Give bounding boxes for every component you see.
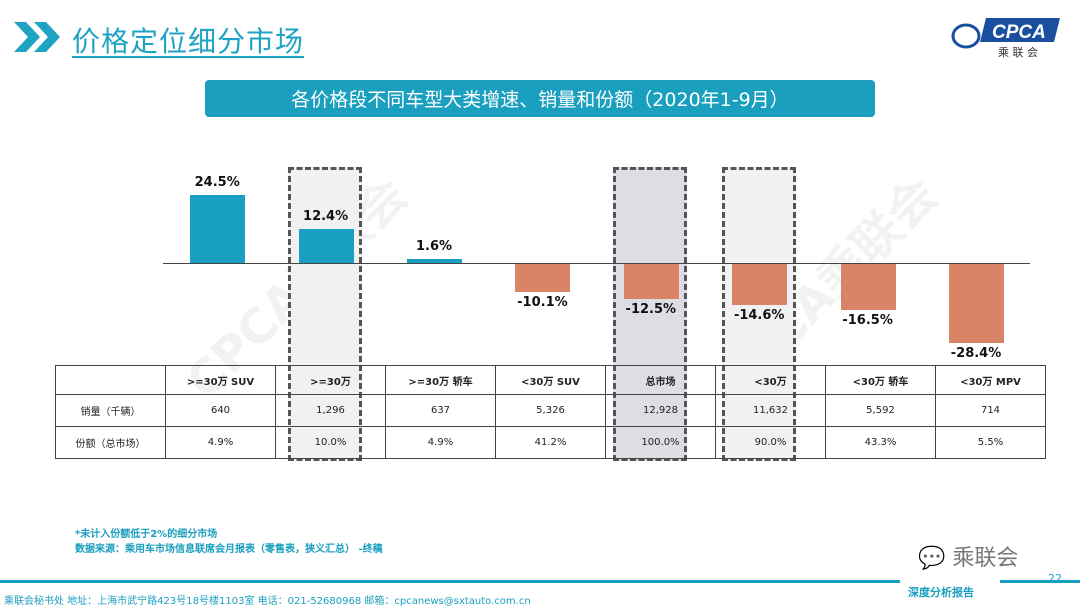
data-table: >=30万 SUV >=30万 >=30万 轿车 <30万 SUV 总市场 <3… xyxy=(55,365,1046,459)
bar xyxy=(515,264,571,293)
table-header: >=30万 xyxy=(275,365,386,395)
table-header-row: >=30万 SUV >=30万 >=30万 轿车 <30万 SUV 总市场 <3… xyxy=(55,365,1046,395)
footer-contact: 乘联会秘书处 地址：上海市武宁路423号18号楼1103室 电话：021-526… xyxy=(4,596,531,607)
cell: 11,632 xyxy=(715,394,826,427)
cell: 100.0% xyxy=(605,426,716,459)
footer-divider xyxy=(1000,580,1080,583)
cell: 4.9% xyxy=(385,426,496,459)
cell: 5.5% xyxy=(935,426,1046,459)
wechat-brand: 💬 乘联会 xyxy=(918,540,1018,572)
cell: 10.0% xyxy=(275,426,386,459)
table-header: <30万 SUV xyxy=(495,365,606,395)
cell: 640 xyxy=(165,394,276,427)
table-row: 份额（总市场） 4.9% 10.0% 4.9% 41.2% 100.0% 90.… xyxy=(55,426,1046,459)
data-label: -12.5% xyxy=(625,301,677,317)
data-label: 24.5% xyxy=(194,174,240,190)
cpca-logo: CPCA 乘 联 会 xyxy=(950,14,1060,60)
data-label: 1.6% xyxy=(415,238,453,254)
row-label: 销量（千辆） xyxy=(55,394,166,427)
table-header: <30万 MPV xyxy=(935,365,1046,395)
data-label: -10.1% xyxy=(517,295,568,311)
wechat-name: 乘联会 xyxy=(952,546,1019,571)
svg-text:乘 联 会: 乘 联 会 xyxy=(998,46,1038,59)
table-header: 总市场 xyxy=(605,365,716,395)
cell: 1,296 xyxy=(275,394,386,427)
bar xyxy=(732,264,788,305)
footer-divider xyxy=(0,580,900,583)
wechat-icon: 💬 xyxy=(918,546,946,571)
data-label: 12.4% xyxy=(303,208,349,224)
page-number: 22 xyxy=(1048,572,1062,585)
chevron-icon xyxy=(14,22,60,52)
cell: 41.2% xyxy=(495,426,606,459)
cell: 43.3% xyxy=(825,426,936,459)
footnote: *未计入份额低于2%的细分市场 xyxy=(75,529,218,540)
cell: 637 xyxy=(385,394,496,427)
data-source: 数据来源：乘用车市场信息联席会月报表（零售表，狭义汇总） -终稿 xyxy=(75,544,383,555)
table-row: 销量（千辆） 640 1,296 637 5,326 12,928 11,632… xyxy=(55,394,1046,427)
table-header: >=30万 SUV xyxy=(165,365,276,395)
table-header: <30万 xyxy=(715,365,826,395)
zero-axis xyxy=(163,263,1030,264)
bar xyxy=(949,264,1004,343)
bar xyxy=(623,264,679,299)
cell: 5,592 xyxy=(825,394,936,427)
cell: 714 xyxy=(935,394,1046,427)
cell: 90.0% xyxy=(715,426,826,459)
cell: 5,326 xyxy=(495,394,606,427)
row-label: 份额（总市场） xyxy=(55,426,166,459)
chart-subtitle: 各价格段不同车型大类增速、销量和份额（2020年1-9月） xyxy=(205,80,875,117)
data-label: -16.5% xyxy=(842,312,893,328)
bar xyxy=(407,258,462,263)
data-label: -14.6% xyxy=(733,307,785,323)
data-label: -28.4% xyxy=(950,345,1002,361)
table-header xyxy=(55,365,166,395)
bar xyxy=(840,264,896,310)
report-label: 深度分析报告 xyxy=(908,586,974,599)
cell: 4.9% xyxy=(165,426,276,459)
cell: 12,928 xyxy=(605,394,716,427)
page-title: 价格定位细分市场 xyxy=(72,25,305,58)
table-header: <30万 轿车 xyxy=(825,365,936,395)
bar xyxy=(298,228,354,263)
bar xyxy=(190,194,246,263)
table-header: >=30万 轿车 xyxy=(385,365,496,395)
svg-text:CPCA: CPCA xyxy=(992,22,1046,43)
